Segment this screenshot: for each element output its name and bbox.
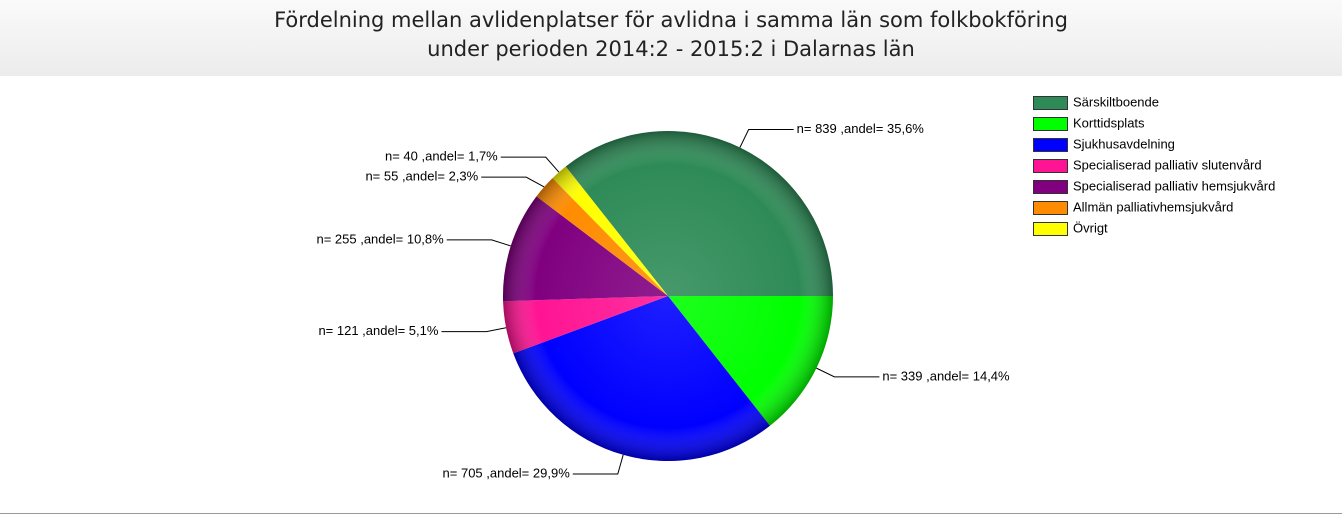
legend-label: Övrigt [1073,220,1108,235]
leader-line [572,454,624,475]
data-label: n= 255 ,andel= 10,8% [316,231,444,246]
leader-line [446,239,511,247]
data-label: n= 339 ,andel= 14,4% [882,368,1010,383]
legend-label: Sjukhusavdelning [1073,136,1175,151]
legend-swatch [1033,180,1068,194]
leader-line [816,367,880,378]
legend-label: Allmän palliativhemsjukvård [1073,199,1233,214]
legend-swatch [1033,96,1068,110]
legend-label: Korttidsplats [1073,115,1145,130]
data-label: n= 40 ,andel= 1,7% [385,149,498,164]
data-label: n= 55 ,andel= 2,3% [365,169,478,184]
legend-label: Särskiltboende [1073,94,1159,109]
legend-swatch [1033,222,1068,236]
data-label: n= 705 ,andel= 29,9% [443,465,571,480]
legend-label: Specialiserad palliativ hemsjukvård [1073,178,1275,193]
leader-line [481,176,545,188]
legend-swatch [1033,117,1068,131]
legend-swatch [1033,201,1068,215]
leader-line [739,129,794,148]
legend-swatch [1033,159,1068,173]
legend-swatch [1033,138,1068,152]
data-label: n= 121 ,andel= 5,1% [318,323,438,338]
chart-title: Fördelning mellan avlidenplatser för avl… [0,0,1342,76]
data-label: n= 839 ,andel= 35,6% [797,121,925,136]
leader-line [441,327,507,333]
legend-label: Specialiserad palliativ slutenvård [1073,157,1262,172]
leader-line [500,156,560,173]
